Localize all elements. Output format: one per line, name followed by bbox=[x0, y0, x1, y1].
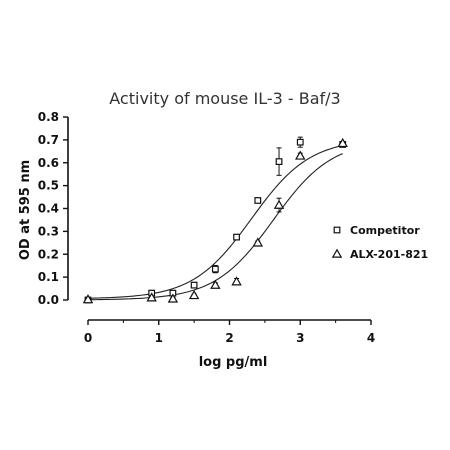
axes: 0 1 2 3 4 0.0 0.1 0.2 0.3 0.4 0.5 0.6 0.7 0.8 bbox=[38, 110, 375, 345]
x-tick-label: 2 bbox=[225, 331, 233, 345]
fit-curves bbox=[87, 144, 343, 301]
legend-competitor-marker bbox=[333, 226, 341, 234]
competitor-point bbox=[275, 158, 283, 166]
data-points bbox=[82, 136, 348, 304]
alx-fit-curve bbox=[87, 153, 343, 301]
chart-title: Activity of mouse IL-3 - Baf/3 bbox=[109, 89, 340, 108]
legend-alx-label: ALX-201-821 bbox=[350, 248, 428, 261]
y-tick-label: 0.0 bbox=[38, 293, 59, 307]
alx-point bbox=[188, 290, 200, 300]
alx-point bbox=[273, 199, 285, 209]
legend-alx-marker bbox=[331, 248, 343, 258]
competitor-point bbox=[254, 197, 262, 204]
alx-point bbox=[231, 276, 242, 286]
y-tick-label: 0.6 bbox=[38, 156, 59, 170]
y-tick-label: 0.1 bbox=[38, 270, 59, 284]
x-tick-label: 0 bbox=[84, 331, 92, 345]
competitor-point bbox=[211, 265, 219, 273]
alx-point bbox=[295, 150, 306, 160]
y-tick-label: 0.3 bbox=[38, 224, 59, 238]
alx-point bbox=[210, 279, 221, 289]
x-tick-label: 3 bbox=[296, 331, 304, 345]
legend: Competitor ALX-201-821 bbox=[331, 224, 428, 261]
alx-point bbox=[146, 292, 157, 302]
alx-point bbox=[167, 293, 179, 303]
y-tick-label: 0.7 bbox=[38, 133, 59, 147]
competitor-point bbox=[296, 138, 304, 146]
competitor-point bbox=[190, 281, 198, 289]
alx-point bbox=[82, 294, 94, 304]
alx-point bbox=[337, 137, 348, 148]
y-tick-label: 0.2 bbox=[38, 247, 59, 261]
x-axis-label: log pg/ml bbox=[199, 355, 268, 370]
competitor-fit-curve bbox=[87, 144, 343, 299]
y-tick-label: 0.8 bbox=[38, 110, 59, 124]
y-axis-label: OD at 595 nm bbox=[18, 160, 33, 260]
competitor-point bbox=[233, 233, 240, 241]
alx-point bbox=[252, 237, 264, 247]
legend-competitor-label: Competitor bbox=[350, 224, 420, 237]
y-tick-label: 0.4 bbox=[38, 202, 59, 216]
y-tick-label: 0.5 bbox=[38, 179, 59, 193]
x-tick-label: 4 bbox=[367, 331, 375, 345]
x-tick-label: 1 bbox=[155, 331, 163, 345]
